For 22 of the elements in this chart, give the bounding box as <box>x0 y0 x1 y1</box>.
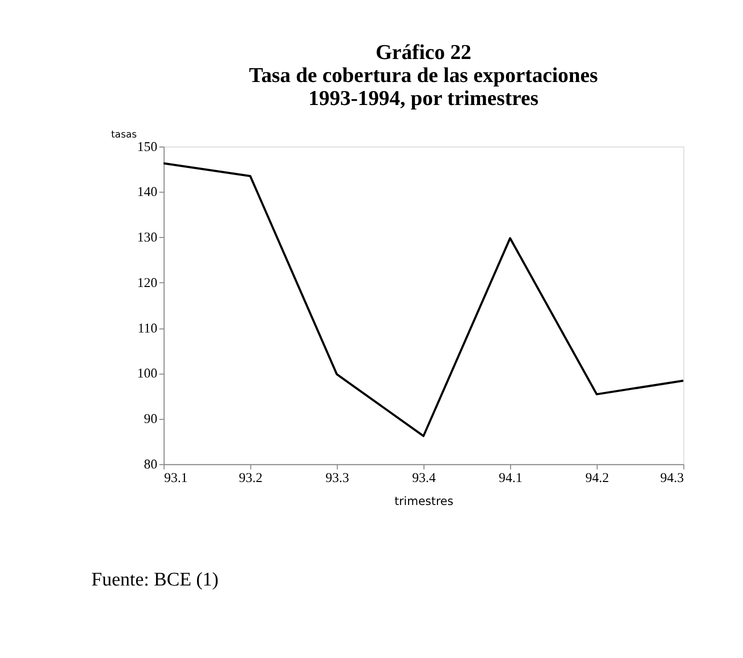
x-tick-label: 93.2 <box>238 470 263 485</box>
y-tick-label: 90 <box>144 411 158 426</box>
x-tick-label: 93.4 <box>412 470 436 485</box>
text: Tasa de cobertura de las exportaciones <box>249 63 598 88</box>
x-tick-label: 94.1 <box>498 470 522 485</box>
x-tick-label: 93.1 <box>164 470 188 485</box>
x-tick-label: 93.3 <box>326 470 350 485</box>
y-tick-label: 80 <box>144 456 158 472</box>
y-tick-label: 150 <box>137 138 158 154</box>
x-tick-label: 94.2 <box>585 470 609 485</box>
x-tick-label: 94.3 <box>660 470 684 485</box>
y-tick-label: 100 <box>137 366 158 381</box>
line-series <box>162 162 684 438</box>
y-tick-label: 130 <box>137 230 158 245</box>
y-axis-title: tasas <box>111 129 137 140</box>
x-axis-title: trimestres <box>394 494 454 508</box>
text: 1993-1994, por trimestres <box>308 86 539 110</box>
y-tick-label: 120 <box>137 274 158 290</box>
source-note: Fuente: BCE (1) <box>91 569 219 590</box>
y-tick-label: 110 <box>138 320 158 336</box>
y-tick-label: 140 <box>137 184 158 200</box>
text: Gráfico 22 <box>376 40 472 64</box>
